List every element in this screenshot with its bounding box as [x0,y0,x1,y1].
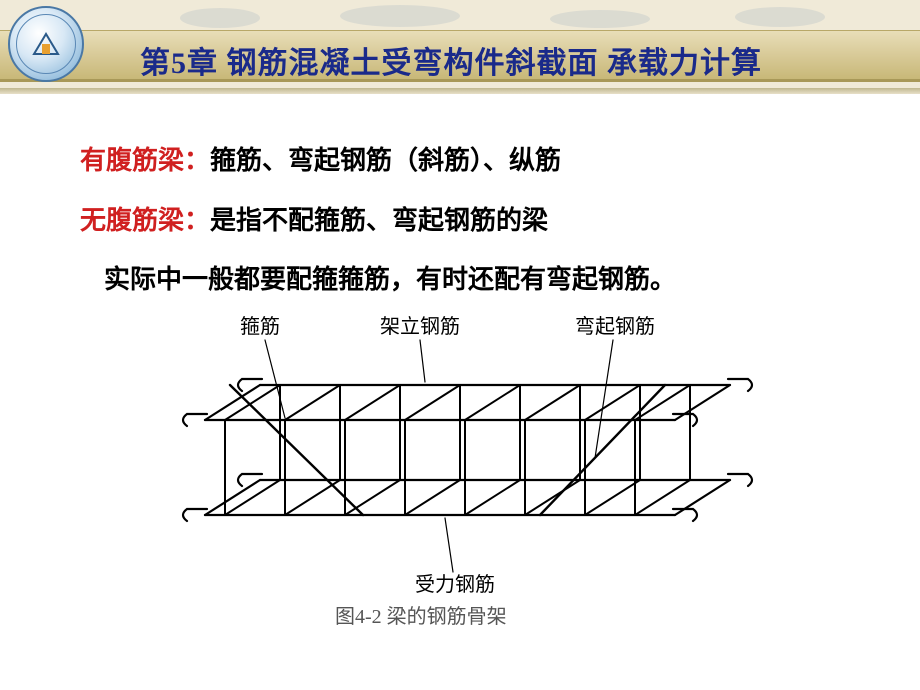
beam-diagram: 箍筋 架立钢筋 弯起钢筋 受力钢筋 图4-2 梁的钢筋骨架 [135,310,785,630]
line-3: 实际中一般都要配箍箍筋，有时还配有弯起钢筋。 [104,259,860,301]
label-erection: 架立钢筋 [380,310,460,339]
logo-inner [16,14,76,74]
line1-term: 有腹筋梁： [80,145,210,175]
line2-desc: 是指不配箍筋、弯起钢筋的梁 [210,205,548,235]
chapter-title: 第5章 钢筋混凝土受弯构件斜截面 承载力计算 [140,38,762,82]
line1-desc: 箍筋、弯起钢筋（斜筋）、纵筋 [210,145,561,175]
label-tension: 受力钢筋 [415,568,495,597]
content-area: 有腹筋梁：箍筋、弯起钢筋（斜筋）、纵筋 无腹筋梁：是指不配箍筋、弯起钢筋的梁 实… [0,120,920,319]
slide-header: 第5章 钢筋混凝土受弯构件斜截面 承载力计算 [0,0,920,88]
diagram-caption: 图4-2 梁的钢筋骨架 [335,600,507,629]
line-1: 有腹筋梁：箍筋、弯起钢筋（斜筋）、纵筋 [80,140,860,182]
label-stirrup: 箍筋 [240,310,280,339]
university-logo [8,6,84,82]
header-divider [0,88,920,94]
world-map-decoration [100,4,900,32]
label-bent: 弯起钢筋 [575,310,655,339]
line3-text: 实际中一般都要配箍箍筋，有时还配有弯起钢筋。 [104,264,676,294]
line-2: 无腹筋梁：是指不配箍筋、弯起钢筋的梁 [80,200,860,242]
line2-term: 无腹筋梁： [80,205,210,235]
